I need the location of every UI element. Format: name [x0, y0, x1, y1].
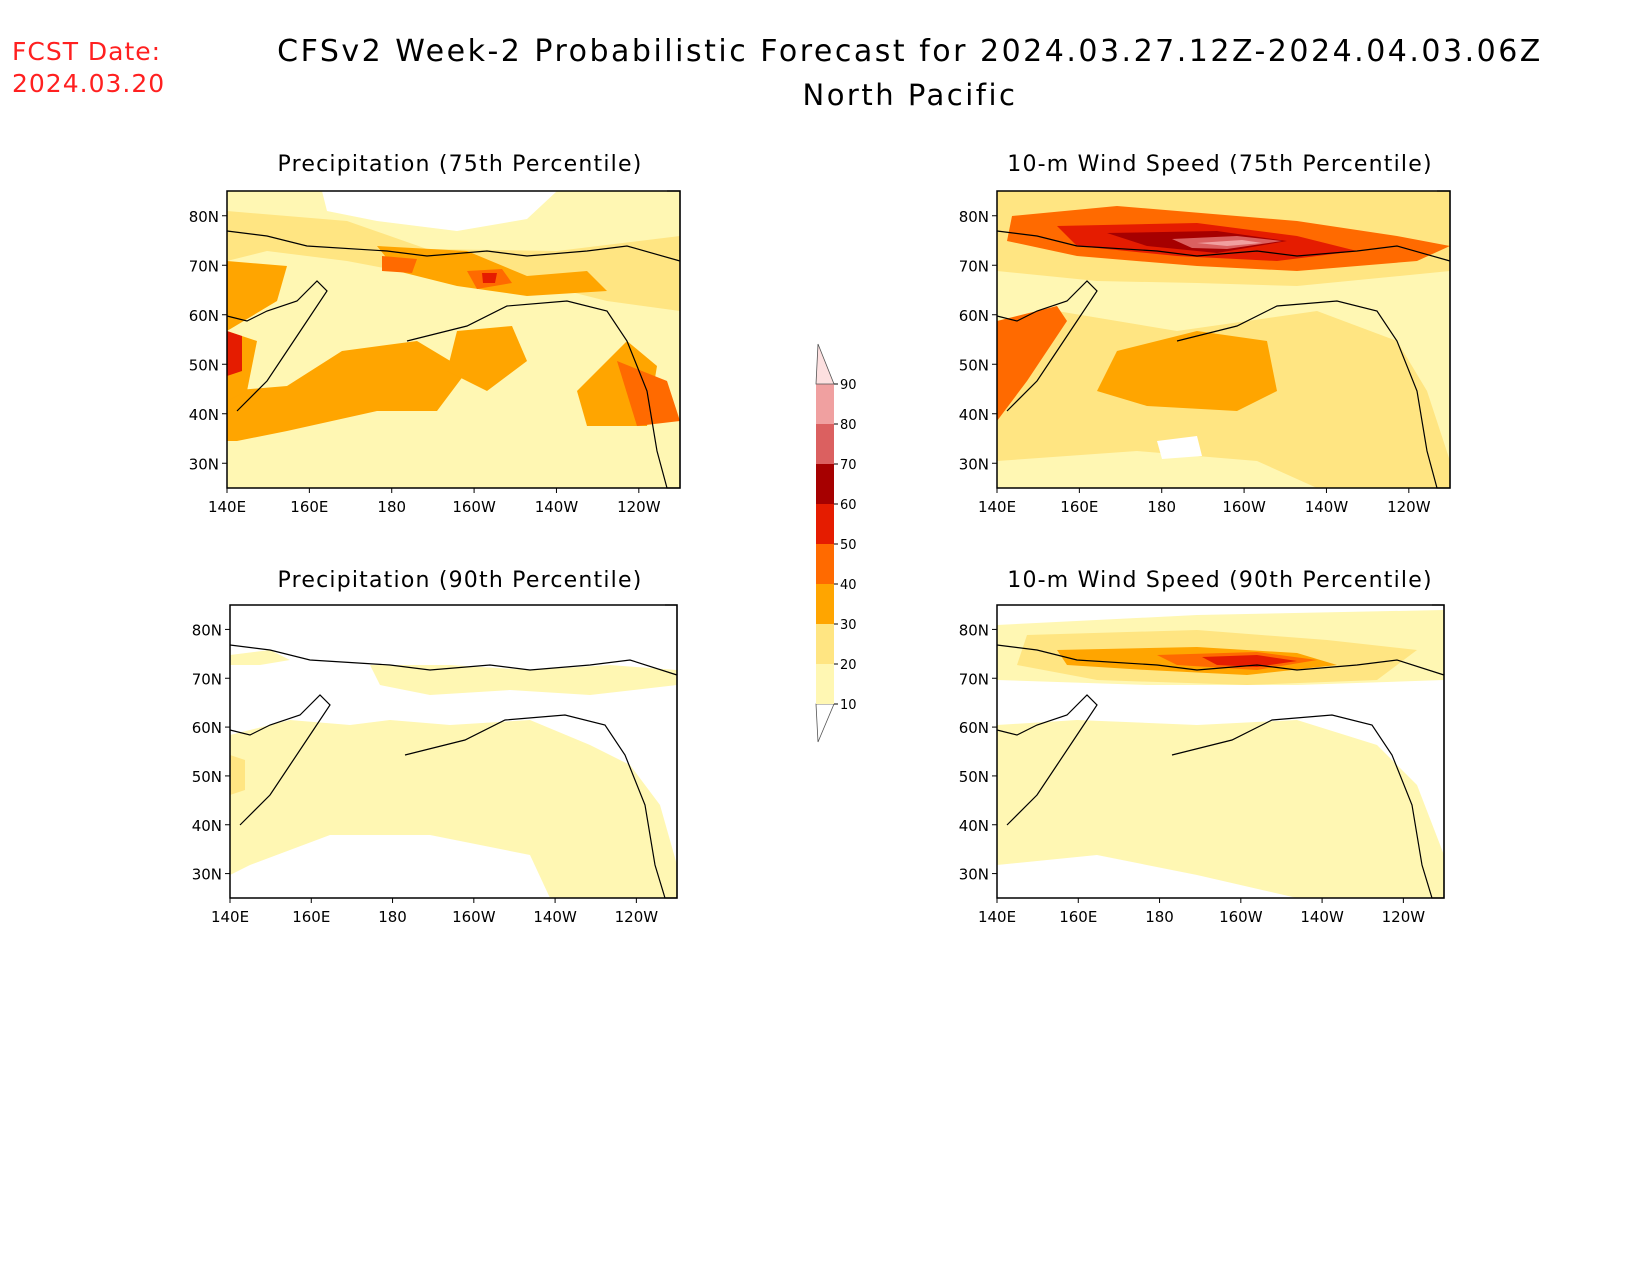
lon-tick-label: 140E — [978, 908, 1016, 926]
lon-tick-label: 160E — [1059, 908, 1097, 926]
map-frame — [226, 190, 681, 489]
lat-tick-label: 70N — [192, 670, 222, 688]
lat-tick-label: 30N — [959, 866, 989, 884]
lon-tick-label: 180 — [377, 498, 406, 515]
colorbar: 10 20 30 40 50 60 70 80 90 — [815, 343, 857, 743]
panel-title-precip75: Precipitation (75th Percentile) — [277, 152, 643, 177]
map-frame — [229, 604, 678, 899]
lon-tick-label: 160E — [292, 908, 330, 926]
figure-title: CFSv2 Week-2 Probabilistic Forecast for … — [277, 34, 1543, 69]
region-title: North Pacific — [802, 78, 1018, 112]
colorbar-swatch — [816, 664, 834, 704]
map-precip90: 80N 70N 60N 50N 40N 30N 140E 160E 180 160W 140W 120… — [192, 604, 678, 926]
lon-tick-label: 120W — [615, 908, 659, 926]
map-frame — [996, 604, 1445, 899]
lat-tick-label: 40N — [959, 406, 989, 424]
colorbar-label: 40 — [840, 578, 857, 593]
lon-tick-label: 120W — [617, 498, 661, 515]
lon-tick-label: 120W — [1387, 498, 1431, 515]
lat-tick-label: 70N — [959, 257, 989, 275]
colorbar-swatch — [816, 624, 834, 664]
map-wind90: 80N 70N 60N 50N 40N 30N 140E 160E 180 160W 140W 120… — [959, 604, 1445, 926]
colorbar-swatch — [816, 544, 834, 584]
lat-tick-label: 80N — [189, 208, 219, 226]
colorbar-label: 20 — [840, 658, 857, 673]
lon-tick-label: 140E — [211, 908, 249, 926]
lon-tick-label: 120W — [1382, 908, 1426, 926]
lat-tick-label: 70N — [189, 257, 219, 275]
lat-tick-label: 50N — [959, 356, 989, 374]
lat-tick-label: 30N — [192, 866, 222, 884]
lon-tick-label: 180 — [1147, 498, 1176, 515]
lon-tick-label: 140W — [1305, 498, 1349, 515]
lon-tick-label: 160W — [1222, 498, 1266, 515]
lon-tick-label: 180 — [378, 908, 407, 926]
colorbar-swatch — [816, 464, 834, 504]
colorbar-label: 10 — [840, 698, 857, 713]
lat-tick-label: 60N — [959, 719, 989, 737]
lat-tick-label: 30N — [189, 455, 219, 473]
lat-tick-label: 80N — [959, 621, 989, 639]
lat-tick-label: 40N — [959, 817, 989, 835]
lon-tick-label: 160E — [1060, 498, 1098, 515]
map-wind75: 80N 70N 60N 50N 40N 30N 140E 160E 180 160W 140W 120… — [959, 190, 1451, 515]
colorbar-label: 60 — [840, 498, 857, 513]
lon-tick-label: 140E — [978, 498, 1016, 515]
lat-tick-label: 40N — [192, 817, 222, 835]
lat-tick-label: 80N — [192, 621, 222, 639]
colorbar-swatch — [816, 424, 834, 464]
colorbar-label: 50 — [840, 538, 857, 553]
colorbar-swatch — [816, 504, 834, 544]
colorbar-label: 30 — [840, 618, 857, 633]
lon-tick-label: 160E — [290, 498, 328, 515]
lat-tick-label: 60N — [959, 307, 989, 325]
map-precip75: 80N 70N 60N 50N 40N 30N 140E 160E 180 160W 140W 120… — [189, 190, 681, 515]
lat-tick-label: 50N — [959, 768, 989, 786]
fcst-label: FCST Date: — [12, 37, 162, 66]
colorbar-high-end — [815, 343, 835, 385]
lon-tick-label: 160W — [452, 908, 496, 926]
lon-tick-label: 160W — [452, 498, 496, 515]
lon-tick-label: 140E — [208, 498, 246, 515]
colorbar-low-end — [815, 703, 835, 743]
map-frame — [996, 190, 1451, 489]
fcst-date-value: 2024.03.20 — [12, 69, 166, 98]
forecast-date: FCST Date: 2024.03.20 — [12, 36, 165, 100]
colorbar-label: 70 — [840, 458, 857, 473]
colorbar-label: 90 — [840, 378, 857, 393]
lon-tick-label: 140W — [533, 908, 577, 926]
lat-tick-label: 40N — [189, 406, 219, 424]
lat-tick-label: 60N — [192, 719, 222, 737]
panel-title-wind90: 10-m Wind Speed (90th Percentile) — [1007, 568, 1433, 593]
lon-tick-label: 160W — [1219, 908, 1263, 926]
panel-title-wind75: 10-m Wind Speed (75th Percentile) — [1007, 152, 1433, 177]
lat-tick-label: 70N — [959, 670, 989, 688]
colorbar-swatch — [816, 584, 834, 624]
colorbar-swatch — [816, 384, 834, 424]
lat-tick-label: 80N — [959, 208, 989, 226]
lat-tick-label: 50N — [189, 356, 219, 374]
lat-tick-label: 60N — [189, 307, 219, 325]
lat-tick-label: 30N — [959, 455, 989, 473]
lon-tick-label: 140W — [535, 498, 579, 515]
panel-title-precip90: Precipitation (90th Percentile) — [277, 568, 643, 593]
colorbar-label: 80 — [840, 418, 857, 433]
lon-tick-label: 180 — [1145, 908, 1174, 926]
lat-tick-label: 50N — [192, 768, 222, 786]
lon-tick-label: 140W — [1300, 908, 1344, 926]
